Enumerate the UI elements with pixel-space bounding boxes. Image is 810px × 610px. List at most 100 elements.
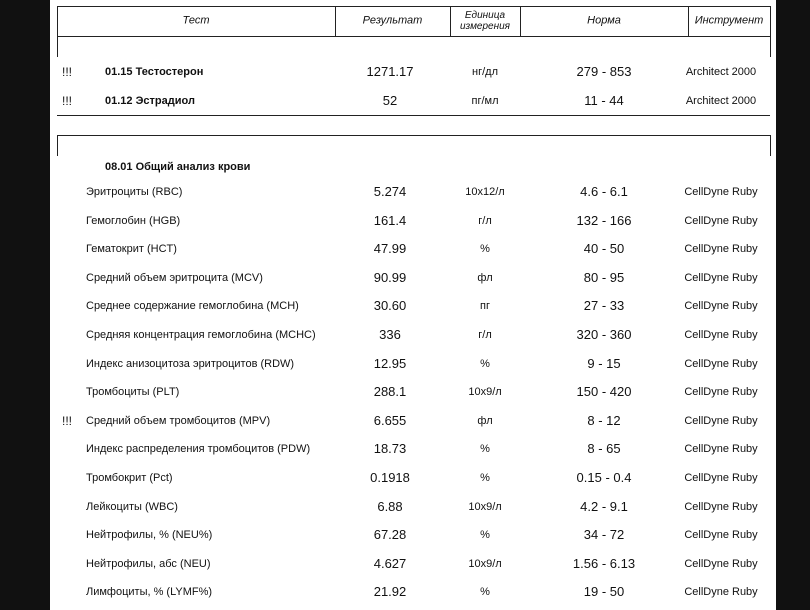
rule bbox=[57, 135, 58, 156]
flag: !!! bbox=[62, 413, 73, 428]
result: 47.99 bbox=[373, 241, 407, 257]
unit: пг bbox=[480, 300, 490, 313]
instrument: CellDyne Ruby bbox=[684, 214, 758, 227]
instrument: CellDyne Ruby bbox=[684, 472, 758, 484]
rule bbox=[57, 135, 770, 136]
test-name: Нейтрофилы, % (NEU%) bbox=[86, 529, 213, 542]
rule bbox=[520, 6, 521, 37]
result: 336 bbox=[379, 327, 401, 342]
norm: 40 - 50 bbox=[583, 241, 625, 257]
norm: 132 - 166 bbox=[576, 212, 632, 228]
unit: г/л bbox=[478, 214, 492, 227]
result: 12.95 bbox=[373, 355, 407, 371]
unit: нг/дл bbox=[472, 66, 498, 78]
unit: 10x9/л bbox=[468, 386, 502, 399]
norm: 150 - 420 bbox=[576, 384, 632, 400]
unit: 10x9/л bbox=[468, 557, 502, 570]
rule bbox=[57, 6, 58, 37]
unit: % bbox=[480, 472, 490, 484]
result: 52 bbox=[382, 93, 398, 108]
rule bbox=[770, 6, 771, 37]
result: 0.1918 bbox=[370, 470, 410, 485]
test-name: Эритроциты (RBC) bbox=[86, 186, 183, 198]
rule bbox=[335, 6, 336, 37]
unit: % bbox=[480, 443, 490, 456]
norm: 0.15 - 0.4 bbox=[576, 470, 632, 485]
rule bbox=[57, 36, 770, 37]
test-name: 01.12 Эстрадиол bbox=[105, 95, 195, 107]
test-name: Лейкоциты (WBC) bbox=[86, 500, 178, 513]
norm: 8 - 65 bbox=[587, 441, 621, 457]
instrument: CellDyne Ruby bbox=[684, 243, 758, 256]
test-name: Тромбоциты (PLT) bbox=[86, 386, 180, 399]
norm: 11 - 44 bbox=[584, 93, 624, 108]
test-name: 01.15 Тестостерон bbox=[105, 66, 204, 78]
column-header: Единица измерения bbox=[459, 10, 511, 32]
instrument: CellDyne Ruby bbox=[684, 357, 758, 370]
unit: % bbox=[480, 357, 490, 370]
rule bbox=[770, 36, 771, 57]
result: 18.73 bbox=[373, 441, 407, 457]
instrument: CellDyne Ruby bbox=[684, 500, 758, 513]
norm: 80 - 95 bbox=[583, 269, 625, 285]
instrument: CellDyne Ruby bbox=[684, 557, 758, 570]
instrument: CellDyne Ruby bbox=[684, 271, 758, 284]
rule bbox=[450, 6, 451, 37]
norm: 4.6 - 6.1 bbox=[580, 184, 628, 199]
norm: 8 - 12 bbox=[587, 412, 621, 428]
test-name: Нейтрофилы, абс (NEU) bbox=[86, 557, 211, 570]
rule bbox=[57, 115, 770, 116]
result: 6.88 bbox=[377, 498, 403, 514]
unit: 10x9/л bbox=[468, 500, 502, 513]
norm: 320 - 360 bbox=[576, 327, 632, 342]
test-name: Средняя концентрация гемоглобина (MCHC) bbox=[86, 329, 316, 341]
test-name: Индекс распределения тромбоцитов (PDW) bbox=[86, 443, 311, 456]
instrument: CellDyne Ruby bbox=[684, 300, 758, 313]
result: 288.1 bbox=[373, 384, 407, 400]
norm: 9 - 15 bbox=[587, 355, 621, 371]
result: 67.28 bbox=[373, 527, 407, 543]
result: 4.627 bbox=[373, 555, 407, 571]
unit: 10x12/л bbox=[465, 186, 505, 198]
section-title: 08.01 Общий анализ крови bbox=[105, 161, 251, 173]
norm: 34 - 72 bbox=[583, 527, 625, 543]
test-name: Гемоглобин (HGB) bbox=[86, 214, 181, 227]
unit: пг/мл bbox=[471, 95, 499, 107]
instrument: CellDyne Ruby bbox=[684, 386, 758, 399]
unit: фл bbox=[477, 271, 493, 284]
column-header: Результат bbox=[362, 14, 423, 27]
unit: % bbox=[480, 243, 490, 256]
instrument: CellDyne Ruby bbox=[684, 329, 758, 341]
instrument: CellDyne Ruby bbox=[684, 529, 758, 542]
column-header: Инструмент bbox=[694, 14, 764, 27]
flag: !!! bbox=[62, 65, 73, 79]
rule bbox=[57, 36, 58, 57]
result: 6.655 bbox=[373, 412, 407, 428]
flag: !!! bbox=[62, 94, 73, 108]
norm: 19 - 50 bbox=[583, 584, 625, 600]
norm: 4.2 - 9.1 bbox=[580, 498, 628, 514]
result: 1271.17 bbox=[366, 64, 414, 79]
test-name: Средний объем эритроцита (MCV) bbox=[86, 271, 263, 284]
result: 30.60 bbox=[373, 298, 407, 314]
column-header: Тест bbox=[182, 14, 210, 27]
instrument: Architect 2000 bbox=[685, 95, 757, 107]
norm: 1.56 - 6.13 bbox=[572, 555, 636, 571]
result: 90.99 bbox=[373, 269, 407, 285]
rule bbox=[57, 6, 770, 7]
instrument: CellDyne Ruby bbox=[684, 186, 758, 198]
unit: г/л bbox=[478, 329, 492, 341]
test-name: Тромбокрит (Pct) bbox=[86, 472, 173, 484]
column-header: Норма bbox=[587, 14, 621, 27]
rule bbox=[770, 135, 771, 156]
unit: % bbox=[480, 586, 490, 599]
instrument: Architect 2000 bbox=[685, 66, 757, 78]
test-name: Индекс анизоцитоза эритроцитов (RDW) bbox=[86, 357, 295, 370]
test-name: Среднее содержание гемоглобина (MCH) bbox=[86, 300, 299, 313]
rule bbox=[688, 6, 689, 37]
test-name: Средний объем тромбоцитов (MPV) bbox=[86, 414, 271, 427]
sheet bbox=[50, 0, 776, 610]
instrument: CellDyne Ruby bbox=[684, 586, 758, 599]
result: 161.4 bbox=[373, 212, 407, 228]
